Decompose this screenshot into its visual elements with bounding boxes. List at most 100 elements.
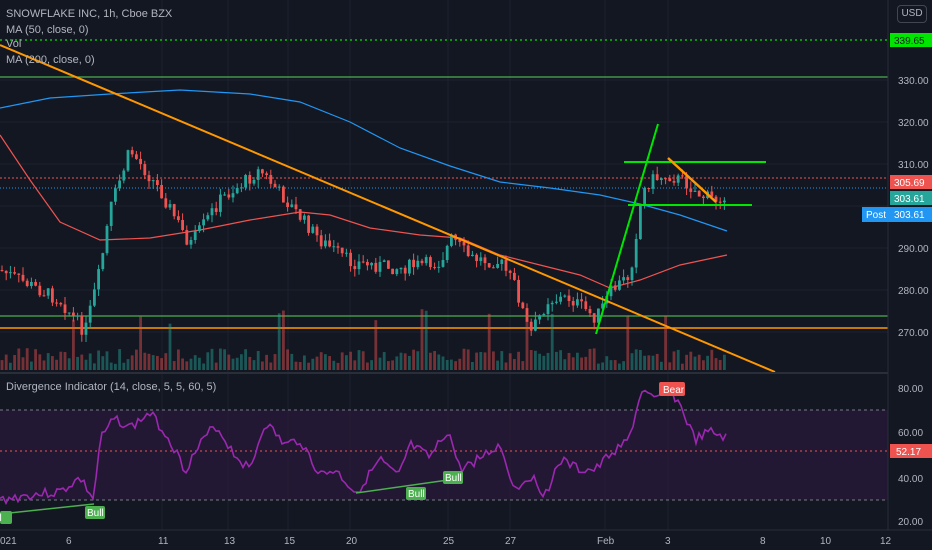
volume-bar [487,313,491,370]
candle-body [559,296,562,302]
candle-body [336,246,340,248]
price-tick: 290.00 [898,244,929,255]
ma200-line [0,89,728,232]
ma200-legend[interactable]: MA (200, close, 0) [6,54,95,66]
candle-body [601,303,604,309]
volume-bar [189,358,193,370]
flag-orange-line[interactable] [667,157,717,203]
candle-body [139,158,142,165]
candle-body [160,185,163,199]
time-tick: 20 [346,536,358,547]
volume-bar [261,361,264,370]
volume-bar [563,359,567,370]
indicator-legend[interactable]: Divergence Indicator (14, close, 5, 5, 6… [6,381,217,393]
volume-bar [277,313,281,370]
candle-body [403,267,407,274]
volume-bar [584,356,588,370]
volume-bar [420,309,424,370]
candle-body [114,188,117,202]
volume-bar [193,355,197,370]
candle-body [13,272,16,274]
candle-body [441,260,445,267]
post-label: Post [866,210,886,221]
candle-body [21,274,25,281]
candle-body [25,280,29,287]
candle-body [319,235,323,247]
volume-bar [672,351,676,370]
svg-text:Bull: Bull [0,513,2,524]
volume-bar [508,353,512,370]
oscillator-band [0,410,888,500]
candle-body [67,312,71,314]
osc-value-tag [890,444,932,458]
candle-body [408,259,411,274]
volume-bar [466,349,470,370]
volume-bar [235,357,239,370]
volume-bar [353,360,357,370]
volume-bar [471,362,474,370]
volume-bar [555,351,558,370]
candle-body [51,288,54,303]
volume-bar [668,362,672,370]
volume-bar [9,362,12,370]
volume-bar [4,354,8,370]
volume-bar [177,349,180,370]
time-tick: 11 [158,536,169,547]
candle-body [525,308,529,322]
candle-body [496,263,499,268]
candle-body [227,194,231,198]
osc-value: 52.17 [896,447,921,458]
volume-bar [475,352,478,370]
candle-body [420,260,424,264]
candle-body [30,281,33,287]
candle-body [9,272,12,274]
symbol-title[interactable]: SNOWFLAKE INC, 1h, Cboe BZX [6,8,173,20]
candle-body [681,175,684,177]
candle-body [702,196,705,199]
volume-bar [143,352,147,370]
candle-body [324,240,327,247]
volume-bar [479,351,483,370]
ma-red-value: 305.69 [894,178,925,189]
candle-body [618,280,621,290]
volume-bar [693,356,697,370]
candle-body [613,285,617,290]
volume-bar [433,351,436,370]
volume-bar [265,354,268,370]
volume-bar [664,316,667,370]
oscillator-line [0,388,727,506]
osc-tick: 20.00 [898,517,923,528]
volume-bar [156,355,159,370]
descending-trendline[interactable] [0,44,776,373]
candle-body [429,257,432,268]
candle-body [307,215,310,233]
volume-bar [34,349,37,370]
candle-body [156,180,159,186]
vol-legend[interactable]: Vol [6,38,22,50]
ma50-legend[interactable]: MA (50, close, 0) [6,24,89,36]
candle-body [399,267,403,270]
time-tick: Feb [597,536,615,547]
volume-bar [609,360,613,370]
candle-body [118,180,121,189]
volume-bar [17,348,21,370]
candle-body [290,204,294,208]
volume-bar [378,357,382,370]
candle-body [206,215,210,220]
price-tick: 280.00 [898,286,929,297]
volume-bar [114,363,117,370]
candle-body [655,174,659,181]
svg-text:Bear: Bear [663,385,685,396]
candle-body [534,319,537,331]
price-tick: 320.00 [898,118,929,129]
green-rally-line[interactable] [595,123,659,335]
candle-body [261,169,264,174]
volume-bar [483,352,487,370]
currency-button[interactable]: USD [897,5,927,23]
volume-bar [676,349,680,370]
price-tick: 310.00 [898,160,929,171]
volume-bar [613,360,617,370]
candle-body [256,169,260,180]
candle-body [517,279,520,303]
